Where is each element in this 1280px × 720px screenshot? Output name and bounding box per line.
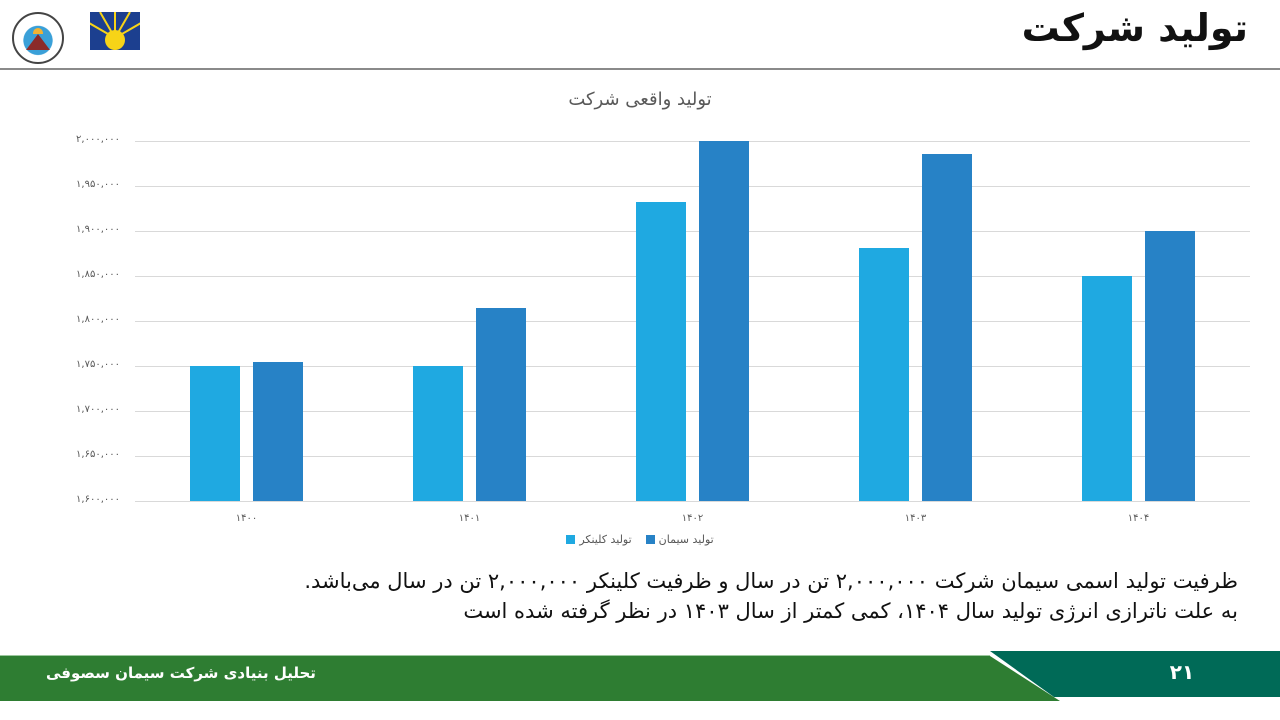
y-tick-label: ۱,۸۰۰,۰۰۰: [76, 314, 120, 325]
y-tick-label: ۱,۹۰۰,۰۰۰: [76, 224, 120, 235]
x-tick-label: ۱۴۰۰: [235, 513, 258, 524]
y-tick-label: ۱,۹۵۰,۰۰۰: [76, 179, 120, 190]
insurance-logo-icon: [12, 12, 64, 64]
chart-title: تولید واقعی شرکت: [568, 89, 712, 110]
bar-clinker: [858, 248, 909, 501]
bar-clinker: [412, 366, 463, 501]
bar-cement: [698, 141, 749, 501]
gridline: [135, 276, 1250, 277]
gridline: [135, 411, 1250, 412]
footer-bar: [0, 656, 1060, 701]
legend-label: تولید کلینکر: [579, 533, 632, 546]
y-tick-label: ۱,۷۰۰,۰۰۰: [76, 404, 120, 415]
bar-cement: [475, 307, 526, 501]
description-line-1: ظرفیت تولید اسمی سیمان شرکت ۲,۰۰۰,۰۰۰ تن…: [304, 569, 1238, 593]
slide-header: تولید شرکت: [0, 0, 1280, 70]
gridline: [135, 186, 1250, 187]
x-tick-label: ۱۴۰۴: [1127, 513, 1150, 524]
y-tick-label: ۱,۶۰۰,۰۰۰: [76, 494, 120, 505]
chart-plot-area: [135, 141, 1250, 502]
gridline: [135, 141, 1250, 142]
exchange-logo-icon: [90, 12, 140, 50]
gridline: [135, 456, 1250, 457]
footer-label: تحلیل بنیادی شرکت سیمان سصوفی: [46, 664, 316, 682]
legend-swatch-cement: [645, 535, 655, 544]
page-title: تولید شرکت: [1021, 6, 1248, 50]
page-number: ۲۱: [1169, 660, 1195, 684]
chart-legend: تولید سیمان تولید کلینکر: [0, 533, 1280, 546]
bar-clinker: [1081, 276, 1132, 501]
footer-rule: [0, 655, 990, 656]
gridline: [135, 501, 1250, 502]
legend-item-cement: تولید سیمان: [645, 533, 714, 546]
x-tick-label: ۱۴۰۱: [458, 513, 481, 524]
bar-cement: [252, 361, 303, 501]
x-tick-label: ۱۴۰۲: [681, 513, 704, 524]
legend-swatch-clinker: [566, 535, 576, 544]
legend-item-clinker: تولید کلینکر: [566, 533, 632, 546]
gridline: [135, 321, 1250, 322]
y-tick-label: ۱,۸۵۰,۰۰۰: [76, 269, 120, 280]
bar-cement: [921, 153, 972, 501]
bar-cement: [1144, 231, 1195, 501]
y-tick-label: ۲,۰۰۰,۰۰۰: [76, 134, 120, 145]
legend-label: تولید سیمان: [658, 533, 714, 546]
x-tick-label: ۱۴۰۳: [904, 513, 927, 524]
bar-clinker: [189, 366, 240, 501]
description-text: ظرفیت تولید اسمی سیمان شرکت ۲,۰۰۰,۰۰۰ تن…: [38, 566, 1238, 626]
bar-clinker: [635, 202, 686, 501]
description-line-2: به علت ناترازی انرژی تولید سال ۱۴۰۴، کمی…: [463, 599, 1238, 623]
header-divider: [0, 68, 1280, 70]
gridline: [135, 366, 1250, 367]
y-tick-label: ۱,۷۵۰,۰۰۰: [76, 359, 120, 370]
exchange-logo-caption: [90, 52, 140, 62]
y-tick-label: ۱,۶۵۰,۰۰۰: [76, 449, 120, 460]
gridline: [135, 231, 1250, 232]
